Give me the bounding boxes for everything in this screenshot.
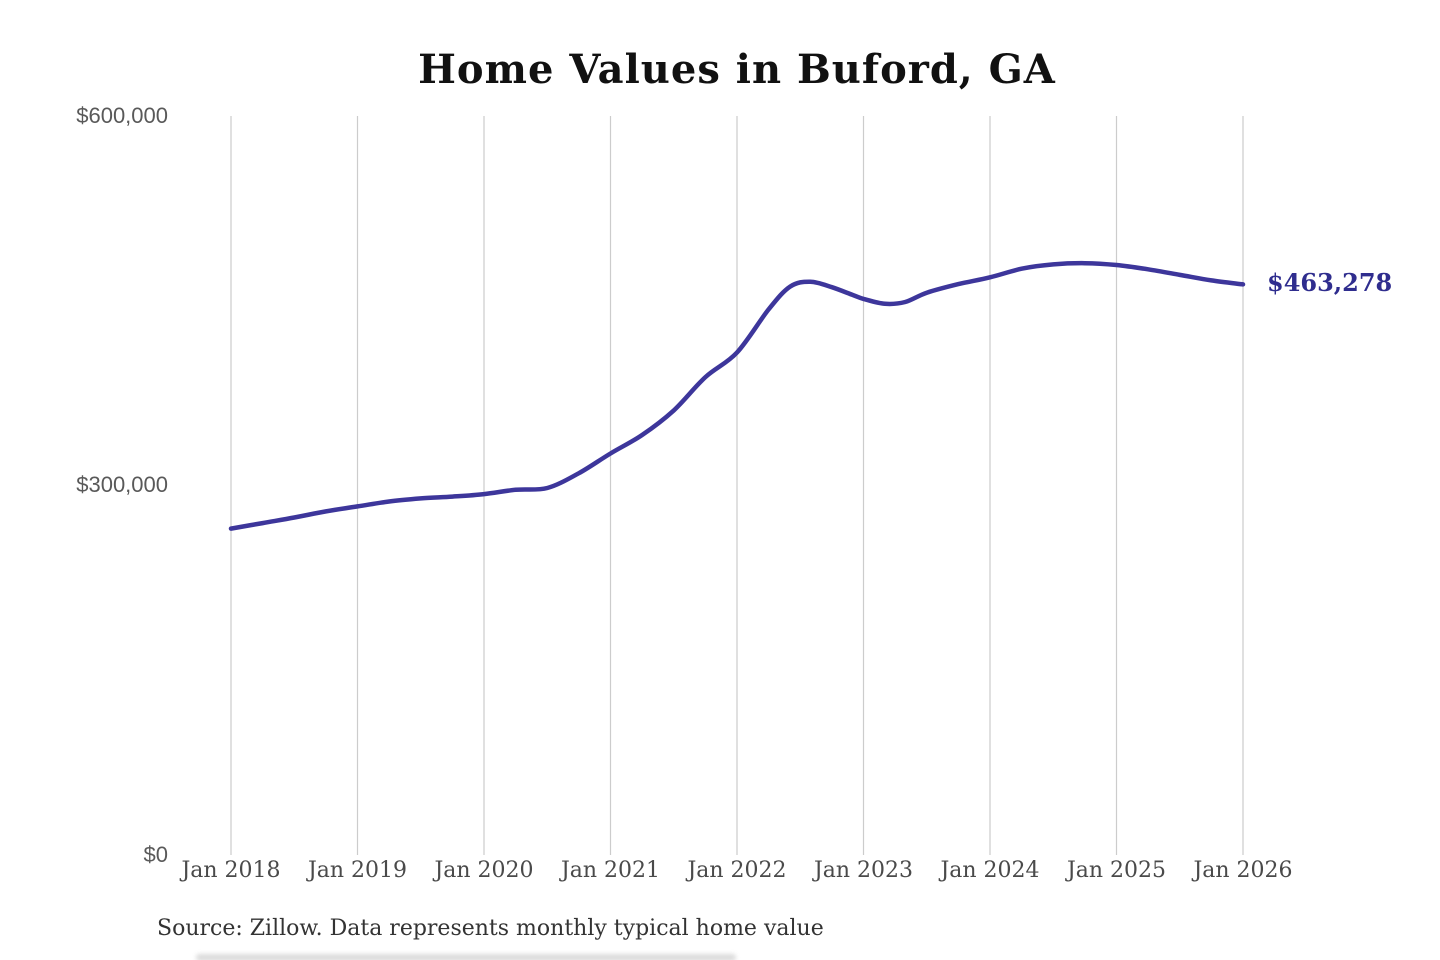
x-axis-tick-label: Jan 2022	[687, 858, 787, 883]
x-axis-tick-label: Jan 2026	[1193, 858, 1293, 883]
x-axis-tick-label: Jan 2019	[307, 858, 408, 883]
x-axis-tick-label: Jan 2025	[1066, 858, 1167, 883]
x-axis-tick-label: Jan 2024	[940, 858, 1040, 883]
chart-title: Home Values in Buford, GA	[418, 46, 1056, 93]
cropped-text-sliver	[196, 954, 736, 960]
y-axis-tick-label: $600,000	[76, 103, 168, 128]
x-axis-tick-label: Jan 2020	[434, 858, 534, 883]
x-axis-tick-label: Jan 2018	[181, 858, 281, 883]
y-axis-tick-label: $300,000	[76, 472, 168, 497]
source-note: Source: Zillow. Data represents monthly …	[157, 916, 824, 941]
latest-value-label: $463,278	[1267, 268, 1393, 297]
x-axis-tick-label: Jan 2021	[560, 858, 661, 883]
y-axis-tick-label: $0	[143, 842, 168, 867]
x-axis-tick-label: Jan 2023	[813, 858, 914, 883]
home-value-line	[228, 260, 1246, 531]
vertical-gridlines	[230, 116, 1244, 855]
